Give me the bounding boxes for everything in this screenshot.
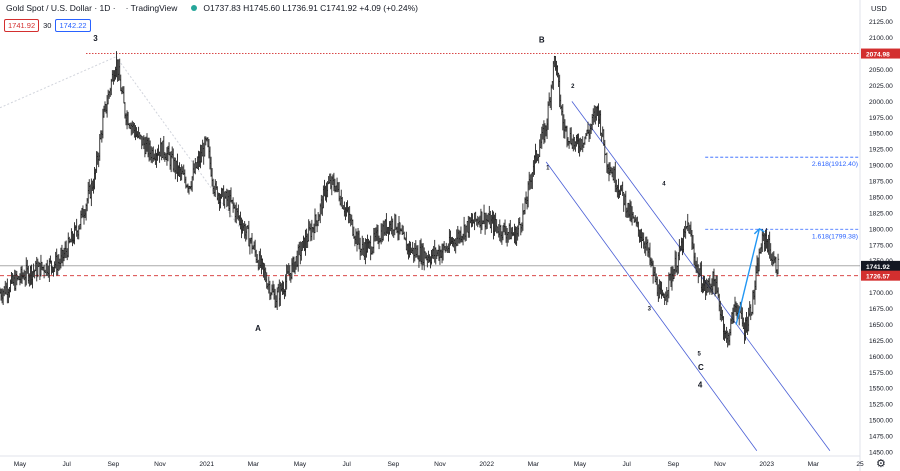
- wave-label: A: [255, 324, 261, 333]
- x-tick-label: May: [294, 461, 307, 468]
- wave-label: 1: [546, 166, 550, 172]
- fib-extension-label: 1.618(1799.38): [812, 233, 858, 240]
- tradingview-brand: · TradingView: [125, 3, 178, 13]
- x-tick-label: Sep: [667, 461, 679, 468]
- trend-guide-line: [0, 56, 117, 109]
- wave-label: 3: [93, 34, 98, 43]
- trade-price-boxes: 1741.92 30 1742.22: [4, 19, 91, 32]
- y-tick-label: 1850.00: [869, 194, 893, 201]
- wave-label: 2: [571, 84, 575, 90]
- x-tick-label: May: [574, 461, 587, 468]
- y-tick-label: 1450.00: [869, 450, 893, 457]
- y-tick-label: 2000.00: [869, 99, 893, 106]
- x-tick-label: Nov: [154, 461, 166, 468]
- y-tick-label: 1550.00: [869, 386, 893, 393]
- y-tick-label: 1925.00: [869, 147, 893, 154]
- x-tick-label: 2023: [759, 461, 774, 468]
- wave-label: 4: [662, 182, 666, 188]
- channel-lower-line: [545, 161, 758, 451]
- trend-guide-line: [115, 56, 242, 230]
- level-price-label: 1726.57: [866, 274, 890, 281]
- y-tick-label: 1875.00: [869, 179, 893, 186]
- fib-extension-label: 2.618(1912.40): [812, 161, 858, 168]
- y-tick-label: 1800.00: [869, 226, 893, 233]
- y-tick-label: 2125.00: [869, 19, 893, 26]
- y-tick-label: 1650.00: [869, 322, 893, 329]
- projection-arrowhead: [753, 227, 765, 235]
- y-tick-label: 1825.00: [869, 210, 893, 217]
- ohlc-readout: O1737.83 H1745.60 L1736.91 C1741.92 +4.0…: [203, 3, 418, 13]
- x-tick-label: 2021: [199, 461, 214, 468]
- x-tick-label: 25: [856, 461, 864, 468]
- axis-currency-label[interactable]: USD: [871, 4, 887, 13]
- ohlc-bar: [776, 253, 780, 275]
- current-price-label: 1741.92: [866, 264, 890, 271]
- y-tick-label: 1975.00: [869, 115, 893, 122]
- wave-label: 3: [648, 306, 652, 312]
- wave-label: 4: [698, 381, 703, 390]
- x-tick-label: Mar: [248, 461, 260, 468]
- spread-value: 30: [43, 21, 52, 30]
- wave-label: C: [698, 363, 704, 372]
- projection-arrow-line: [735, 228, 761, 325]
- y-tick-label: 2100.00: [869, 35, 893, 42]
- x-tick-label: Nov: [434, 461, 446, 468]
- x-tick-label: Jul: [62, 461, 71, 468]
- y-tick-label: 1775.00: [869, 242, 893, 249]
- channel-upper-line: [571, 101, 831, 451]
- y-tick-label: 1575.00: [869, 370, 893, 377]
- level-price-label: 2074.98: [866, 52, 890, 59]
- buy-price-button[interactable]: 1742.22: [55, 19, 91, 32]
- wave-label: 5: [698, 352, 702, 358]
- x-tick-label: Nov: [714, 461, 726, 468]
- y-tick-label: 1675.00: [869, 306, 893, 313]
- gear-icon[interactable]: ⚙: [876, 458, 886, 470]
- y-tick-label: 1900.00: [869, 163, 893, 170]
- y-tick-label: 1625.00: [869, 338, 893, 345]
- sell-price-button[interactable]: 1741.92: [4, 19, 40, 32]
- x-tick-label: Mar: [528, 461, 540, 468]
- x-tick-label: Jul: [342, 461, 351, 468]
- x-tick-label: May: [14, 461, 27, 468]
- y-tick-label: 2025.00: [869, 83, 893, 90]
- symbol-title[interactable]: Gold Spot / U.S. Dollar · 1D ·: [6, 3, 116, 13]
- level-price-tag: [861, 48, 900, 59]
- y-tick-label: 1700.00: [869, 290, 893, 297]
- y-tick-label: 1500.00: [869, 418, 893, 425]
- y-tick-label: 1525.00: [869, 402, 893, 409]
- x-tick-label: Jul: [622, 461, 631, 468]
- level-price-tag: [861, 270, 900, 281]
- y-tick-label: 2050.00: [869, 67, 893, 74]
- x-tick-label: Sep: [107, 461, 119, 468]
- y-tick-label: 1600.00: [869, 354, 893, 361]
- x-tick-label: 2022: [479, 461, 494, 468]
- chart-header: Gold Spot / U.S. Dollar · 1D · · Trading…: [0, 0, 860, 16]
- x-tick-label: Mar: [808, 461, 820, 468]
- wave-label: B: [539, 36, 545, 45]
- x-tick-label: Sep: [387, 461, 399, 468]
- market-open-icon: [191, 5, 198, 11]
- y-tick-label: 1950.00: [869, 131, 893, 138]
- y-tick-label: 1475.00: [869, 434, 893, 441]
